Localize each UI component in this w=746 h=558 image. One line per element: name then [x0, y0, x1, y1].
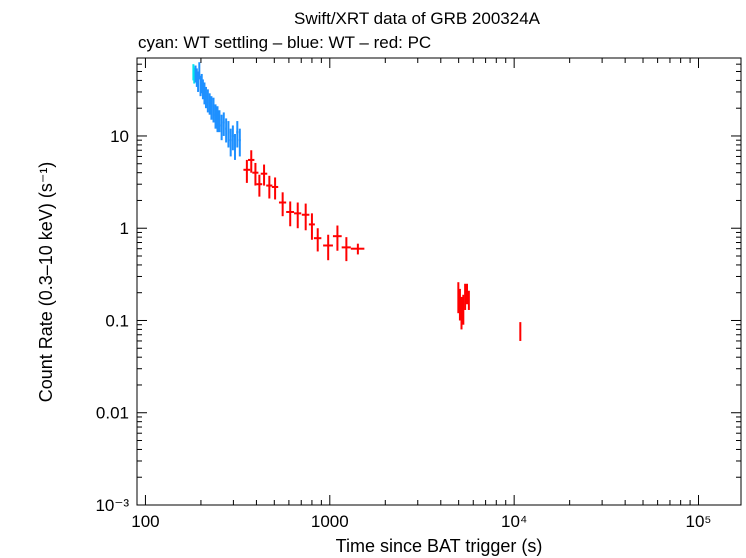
- data-point: [462, 294, 465, 325]
- data-point: [231, 125, 234, 151]
- data-point: [193, 67, 196, 84]
- data-point: [208, 93, 211, 115]
- y-tick-label: 0.1: [105, 311, 129, 330]
- data-point: [198, 62, 201, 80]
- data-point: [197, 71, 200, 92]
- data-point: [204, 86, 207, 109]
- x-axis-label: Time since BAT trigger (s): [336, 536, 543, 556]
- y-axis-label: Count Rate (0.3–10 keV) (s⁻¹): [36, 162, 56, 403]
- data-point: [218, 110, 221, 133]
- data-point: [256, 174, 263, 197]
- data-point: [243, 159, 251, 183]
- data-layer: [192, 62, 522, 341]
- data-point: [341, 237, 351, 262]
- data-point: [308, 213, 315, 240]
- data-point: [266, 175, 273, 199]
- x-tick-label: 10⁵: [686, 512, 712, 531]
- data-point: [252, 162, 259, 186]
- x-tick-label: 1000: [311, 512, 349, 531]
- data-point: [519, 322, 522, 341]
- data-point: [466, 283, 469, 305]
- data-point: [225, 118, 228, 143]
- data-point: [271, 177, 279, 200]
- data-point: [460, 296, 463, 330]
- series-wt_settling: [192, 64, 196, 84]
- data-point: [222, 112, 225, 136]
- chart-subtitle: cyan: WT settling – blue: WT – red: PC: [138, 33, 431, 52]
- data-point: [332, 225, 342, 251]
- data-point: [278, 192, 287, 217]
- data-point: [350, 243, 365, 255]
- data-point: [236, 121, 239, 148]
- data-point: [247, 150, 255, 173]
- axes-layer: 100 1000 10⁴ 10⁵ 10⁻³ 0.01 0.1 1 10: [95, 57, 741, 531]
- plot-frame: [136, 57, 742, 506]
- data-point: [233, 134, 236, 160]
- y-tick-label: 10⁻³: [95, 496, 129, 515]
- series-wt: [194, 62, 241, 160]
- data-point: [206, 89, 209, 113]
- data-point: [238, 128, 241, 157]
- data-point: [301, 203, 310, 231]
- data-point: [323, 234, 333, 261]
- x-tick-label: 10⁴: [501, 512, 527, 531]
- data-point: [458, 288, 461, 321]
- chart-title: Swift/XRT data of GRB 200324A: [294, 9, 541, 28]
- data-point: [212, 97, 215, 123]
- data-point: [286, 201, 295, 227]
- data-point: [457, 282, 460, 314]
- data-point: [294, 202, 302, 229]
- series-pc: [243, 150, 522, 341]
- data-point: [214, 104, 217, 129]
- y-tick-label: 10: [110, 127, 129, 146]
- data-point: [210, 96, 213, 120]
- data-point: [216, 106, 219, 133]
- data-point: [313, 228, 322, 252]
- data-point: [203, 82, 206, 105]
- data-point: [201, 79, 204, 100]
- y-tick-label: 0.01: [96, 404, 129, 423]
- data-point: [260, 164, 268, 186]
- data-point: [229, 128, 232, 157]
- data-point: [220, 114, 223, 141]
- data-point: [227, 121, 230, 148]
- data-point: [464, 283, 467, 310]
- y-tick-label: 1: [120, 219, 129, 238]
- data-point: [467, 290, 470, 310]
- x-tick-label: 100: [131, 512, 159, 531]
